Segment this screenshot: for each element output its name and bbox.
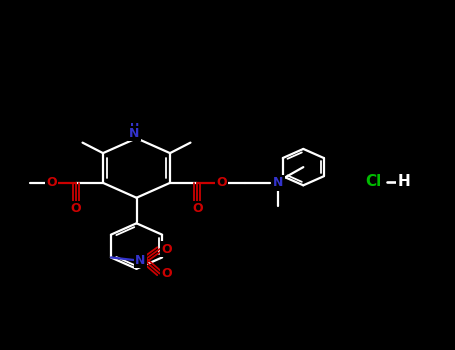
Text: O: O [162, 267, 172, 280]
Text: N: N [135, 254, 146, 267]
Text: Cl: Cl [365, 175, 381, 189]
Text: N: N [273, 176, 283, 189]
Text: N: N [129, 127, 139, 140]
Text: H: H [130, 124, 139, 133]
Text: O: O [192, 202, 202, 215]
Text: O: O [216, 176, 227, 189]
Text: O: O [162, 243, 172, 256]
Text: O: O [71, 202, 81, 215]
Text: O: O [46, 176, 57, 189]
Text: H: H [398, 175, 410, 189]
